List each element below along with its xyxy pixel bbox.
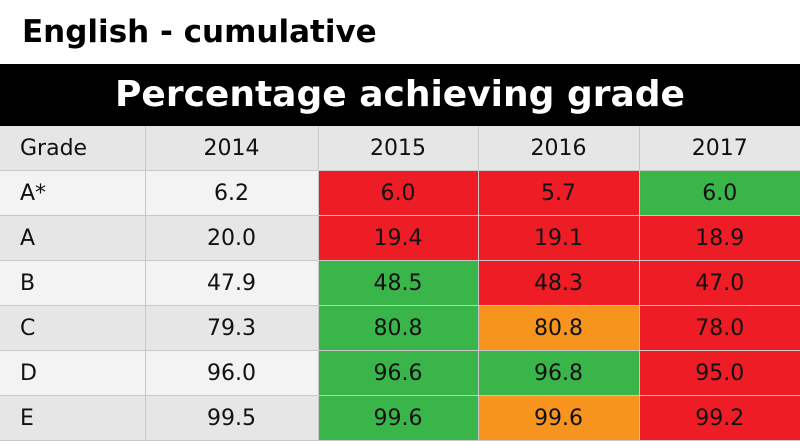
value-cell: 19.4 [318,215,479,261]
value-cell: 6.0 [639,170,800,216]
value-cell: 48.5 [318,260,479,306]
value-cell: 18.9 [639,215,800,261]
value-cell: 99.5 [145,395,319,441]
table-row: E 99.5 99.6 99.6 99.2 [0,395,800,441]
table-body: Grade 2014 2015 2016 2017 A* 6.2 6.0 5.7 6.0 A 20.0… [0,126,800,441]
value-cell: 99.6 [478,395,640,441]
grade-label: C [0,305,146,351]
value-cell: 20.0 [145,215,319,261]
table-row: A 20.0 19.4 19.1 18.9 [0,215,800,261]
value-cell: 96.8 [478,350,640,396]
value-cell: 47.0 [639,260,800,306]
value-cell: 79.3 [145,305,319,351]
table-banner: Percentage achieving grade [0,64,800,126]
page-title: English - cumulative [22,14,377,50]
header-year: 2016 [478,126,640,171]
grade-label: A [0,215,146,261]
grade-label: A* [0,170,146,216]
value-cell: 95.0 [639,350,800,396]
table-row: C 79.3 80.8 80.8 78.0 [0,305,800,351]
value-cell: 99.6 [318,395,479,441]
header-row: Grade 2014 2015 2016 2017 [0,126,800,171]
value-cell: 6.2 [145,170,319,216]
table-row: D 96.0 96.6 96.8 95.0 [0,350,800,396]
grade-label: B [0,260,146,306]
value-cell: 96.6 [318,350,479,396]
value-cell: 6.0 [318,170,479,216]
grade-table: Grade 2014 2015 2016 2017 A* 6.2 6.0 5.7 6.0 A 20.0… [0,126,800,441]
header-year: 2015 [318,126,479,171]
grade-label: E [0,395,146,441]
value-cell: 80.8 [318,305,479,351]
grade-label: D [0,350,146,396]
value-cell: 78.0 [639,305,800,351]
header-grade: Grade [0,126,146,171]
value-cell: 96.0 [145,350,319,396]
value-cell: 19.1 [478,215,640,261]
value-cell: 5.7 [478,170,640,216]
header-year: 2014 [145,126,319,171]
header-year: 2017 [639,126,800,171]
table-row: B 47.9 48.5 48.3 47.0 [0,260,800,306]
value-cell: 47.9 [145,260,319,306]
value-cell: 80.8 [478,305,640,351]
value-cell: 48.3 [478,260,640,306]
value-cell: 99.2 [639,395,800,441]
table-row: A* 6.2 6.0 5.7 6.0 [0,170,800,216]
